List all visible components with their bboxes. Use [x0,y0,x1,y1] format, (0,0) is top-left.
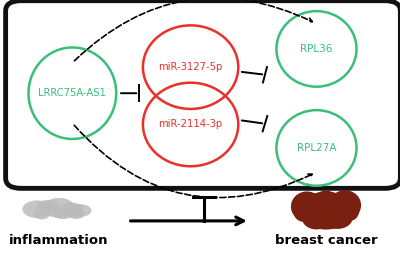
Text: LRRC75A-AS1: LRRC75A-AS1 [38,88,106,98]
Ellipse shape [68,209,84,219]
Ellipse shape [314,191,338,211]
Text: miR-3127-5p: miR-3127-5p [158,62,223,72]
FancyArrowPatch shape [74,125,312,198]
Ellipse shape [22,200,51,218]
Text: miR-2114-3p: miR-2114-3p [158,119,223,129]
Ellipse shape [36,200,59,214]
Ellipse shape [59,203,84,217]
Text: inflammation: inflammation [9,234,109,247]
FancyArrowPatch shape [74,0,312,61]
Ellipse shape [301,191,351,230]
Text: RPL36: RPL36 [300,44,333,54]
Ellipse shape [34,208,50,220]
Ellipse shape [291,192,323,222]
Ellipse shape [43,198,75,218]
FancyBboxPatch shape [6,1,400,188]
Ellipse shape [302,207,331,230]
Ellipse shape [340,201,359,221]
Ellipse shape [294,202,313,222]
Ellipse shape [329,190,361,220]
Ellipse shape [68,204,92,217]
Text: breast cancer: breast cancer [275,234,377,247]
Text: RPL27A: RPL27A [297,143,336,153]
Ellipse shape [322,207,353,229]
Ellipse shape [52,207,74,219]
